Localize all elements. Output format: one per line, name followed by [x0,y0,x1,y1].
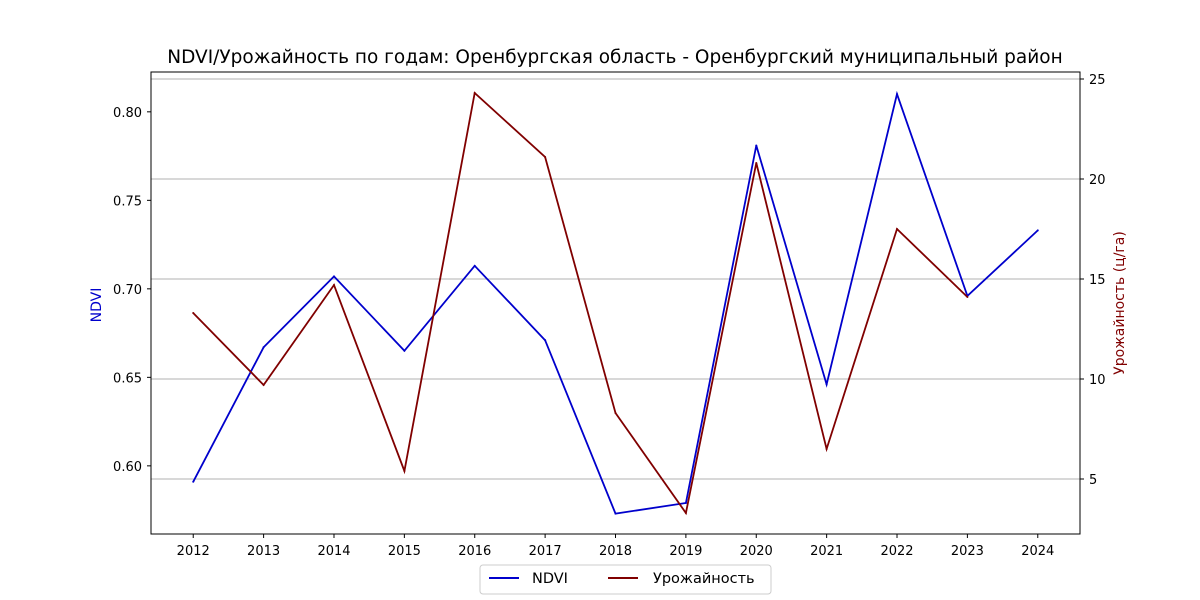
legend-yield-label: Урожайность [653,571,755,587]
x-tick-label-7: 2019 [669,544,702,559]
point-ndvi-2020 [755,144,758,147]
left-tick-label-3: 0.75 [113,194,142,209]
x-axis: 2012 2013 2014 2015 2016 2017 2018 2019 2020 2021… [177,534,1054,559]
right-tick-label-3: 20 [1089,173,1106,188]
point-yield-2016 [473,92,476,94]
right-tick-label-4: 25 [1089,73,1106,88]
point-yield-2018 [614,412,617,414]
point-ndvi-2022 [896,93,899,96]
left-tick-label-2: 0.70 [113,283,142,298]
left-tick-label-1: 0.65 [113,371,142,386]
x-tick-label-9: 2021 [810,544,843,559]
point-yield-2012 [192,312,195,314]
point-yield-2021 [825,448,828,450]
legend: NDVI Урожайность [479,564,772,595]
x-tick-label-5: 2017 [529,544,562,559]
point-ndvi-2012 [192,480,195,483]
point-yield-2013 [262,384,265,386]
legend-ndvi-label: NDVI [532,571,568,587]
x-tick-label-1: 2013 [247,544,280,559]
left-tick-label-0: 0.60 [113,460,142,475]
point-ndvi-2018 [614,512,617,515]
x-tick-label-3: 2015 [388,544,421,559]
right-tick-label-2: 15 [1089,273,1106,288]
point-yield-2023 [966,296,969,298]
point-ndvi-2015 [403,349,406,352]
right-y-axis: 5 10 15 20 25 [1080,73,1106,488]
point-ndvi-2016 [473,264,476,267]
point-yield-2020 [755,162,758,164]
left-tick-label-4: 0.80 [113,106,142,121]
point-ndvi-2017 [544,339,547,342]
point-ndvi-2024 [1036,229,1039,232]
left-y-axis: 0.60 0.65 0.70 0.75 0.80 [113,106,151,475]
x-tick-label-2: 2014 [317,544,350,559]
x-tick-label-0: 2012 [177,544,210,559]
point-yield-2014 [332,284,335,286]
x-tick-label-6: 2018 [599,544,632,559]
series-layer [192,90,1039,516]
x-tick-label-10: 2022 [880,544,913,559]
legend-box [479,564,772,595]
point-ndvi-2019 [684,502,687,505]
gridlines [151,78,1080,480]
right-tick-label-0: 5 [1089,473,1097,488]
point-ndvi-2013 [262,346,265,349]
x-tick-label-4: 2016 [458,544,491,559]
x-tick-label-11: 2023 [951,544,984,559]
point-ndvi-2021 [825,383,828,386]
point-yield-2015 [403,470,406,472]
plot-frame [150,71,1081,535]
x-tick-label-12: 2024 [1021,544,1054,559]
chart-title: NDVI/Урожайность по годам: Оренбургская … [167,47,1062,68]
right-tick-label-1: 10 [1089,373,1106,388]
point-ndvi-2014 [332,275,335,278]
right-axis-label: Урожайность (ц/га) [1112,231,1128,375]
point-yield-2019 [684,512,687,514]
point-yield-2017 [544,156,547,158]
left-axis-label: NDVI [89,288,105,323]
series-line-yield [192,91,969,516]
x-tick-label-8: 2020 [740,544,773,559]
point-yield-2022 [896,228,899,230]
